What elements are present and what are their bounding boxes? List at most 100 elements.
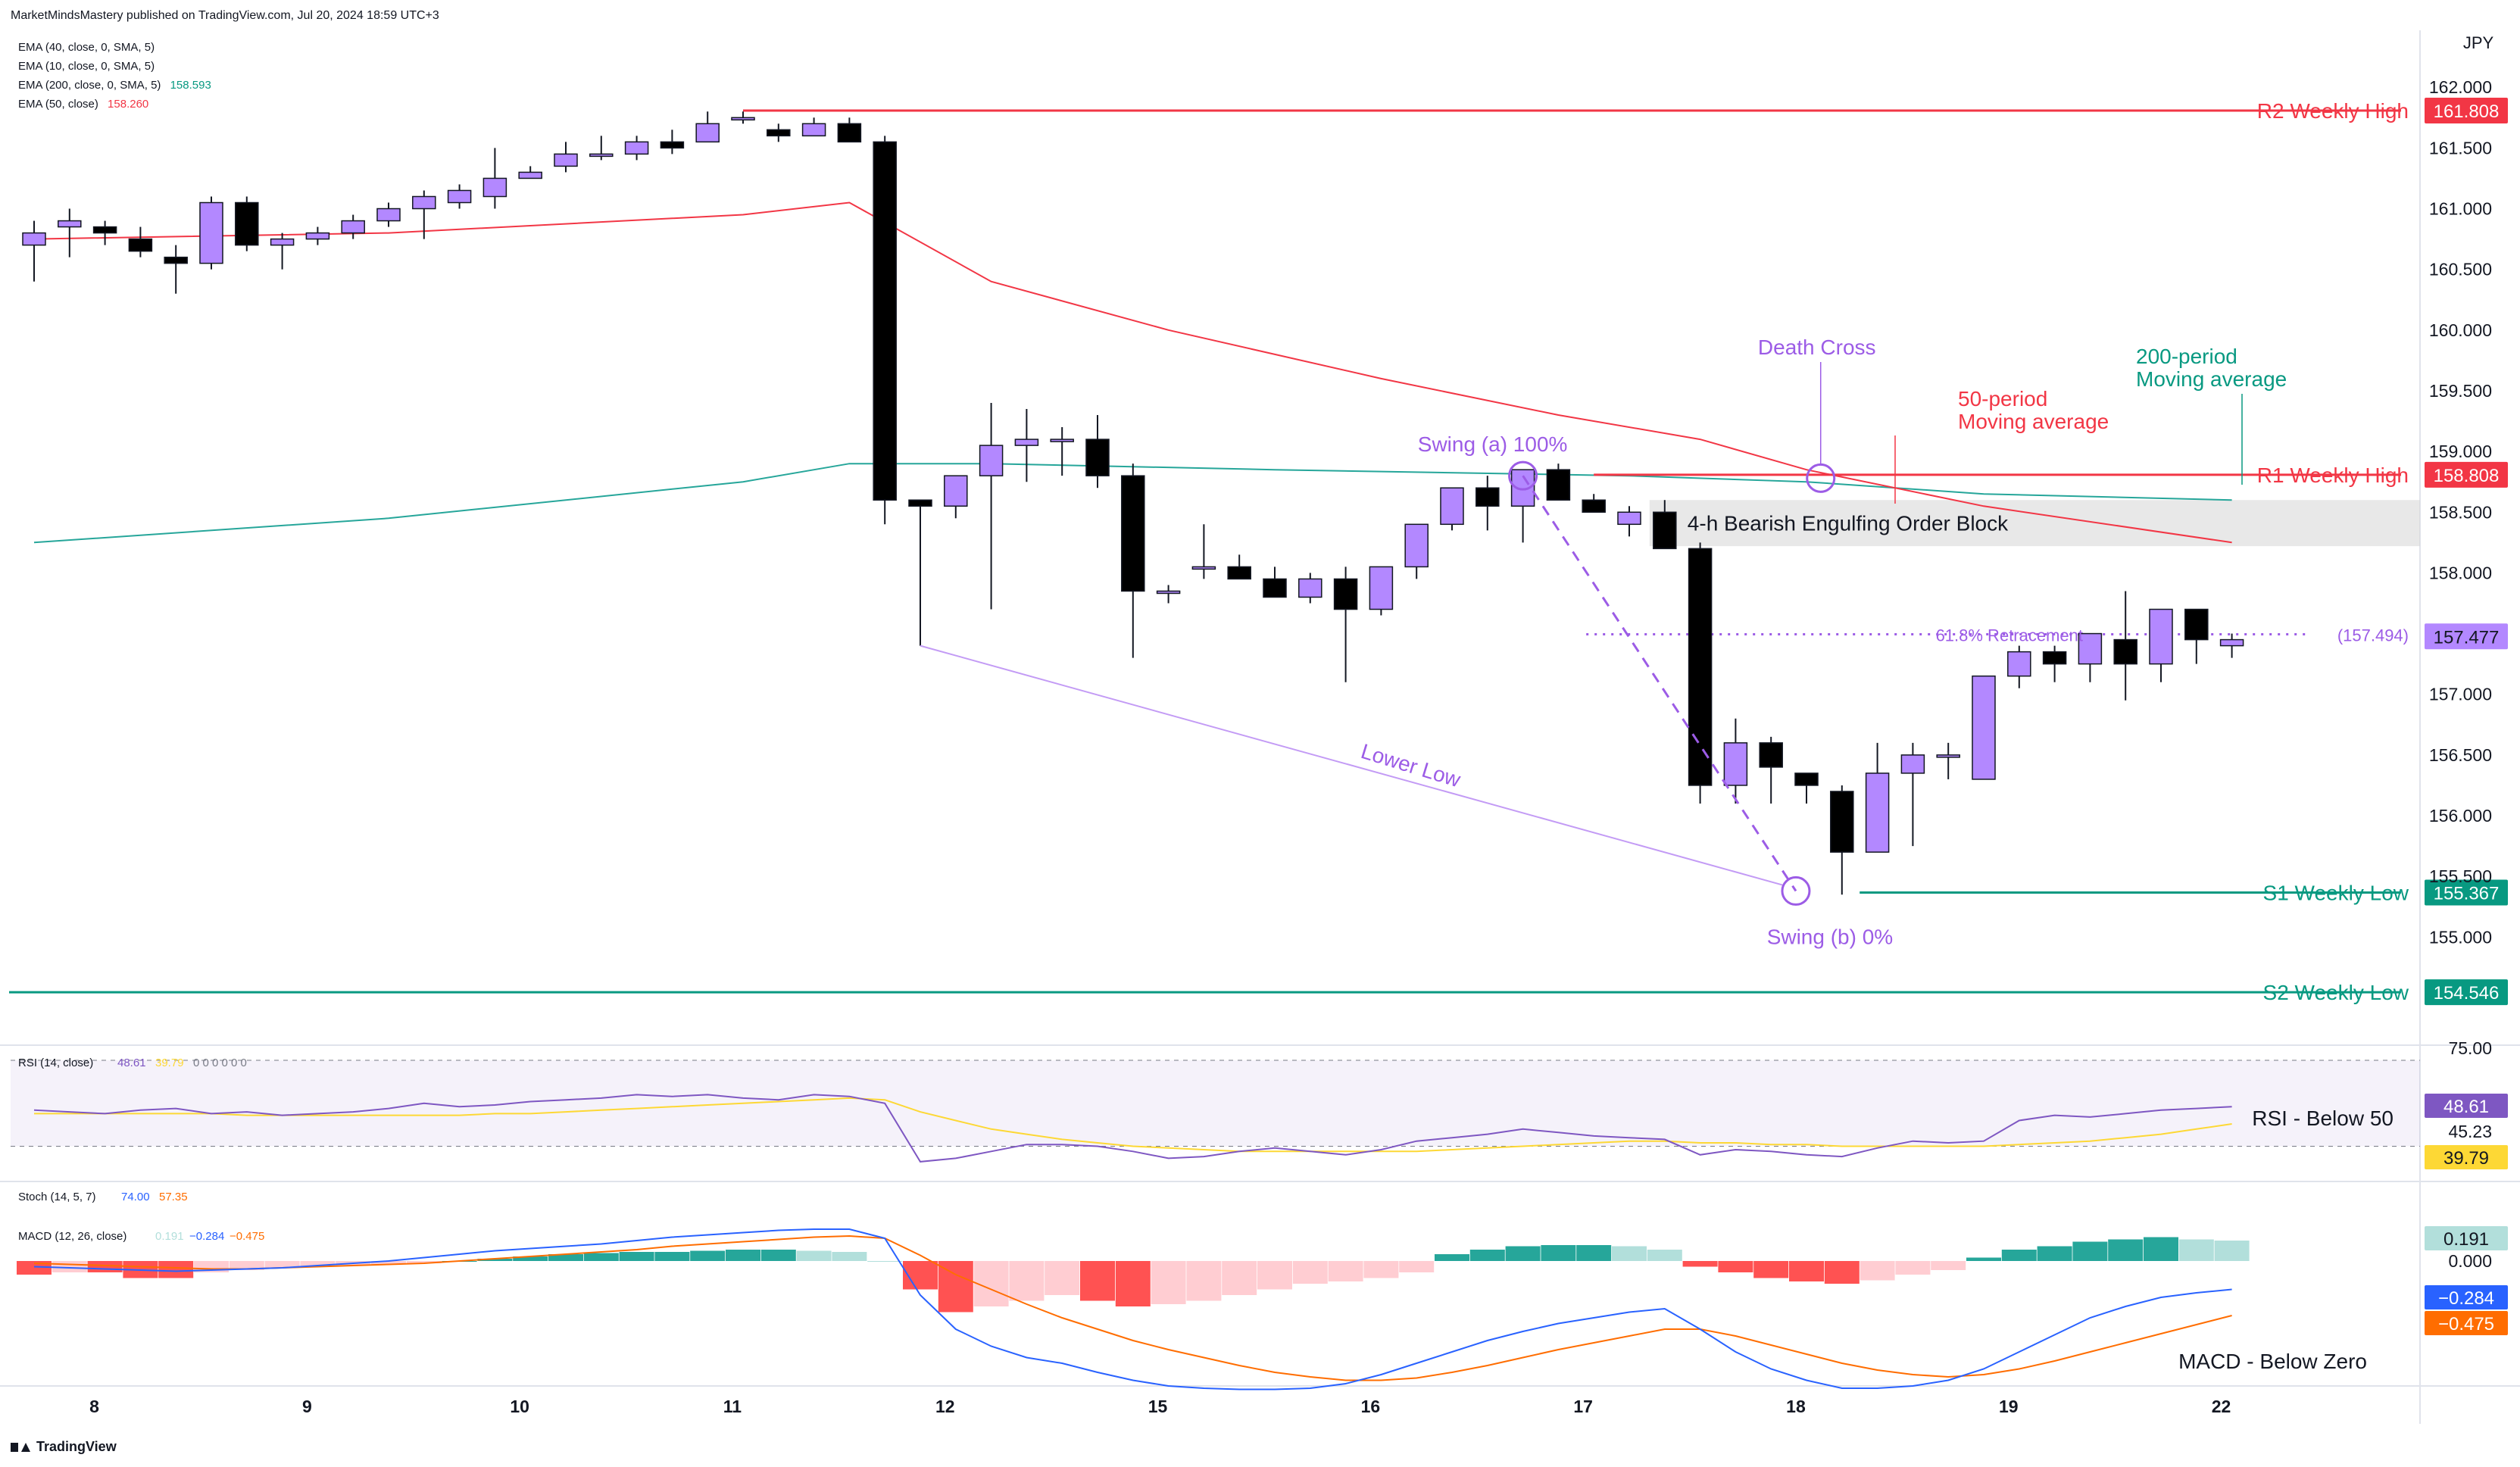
legend-ema-40[interactable]: EMA (40, close, 0, SMA, 5) [18,41,161,54]
macd-histogram-bar [2178,1239,2214,1261]
candle-body [2042,651,2067,665]
candle-body [1298,578,1322,598]
stoch-legend-k: 74.00 [121,1191,150,1203]
macd-histogram-bar [1257,1261,1292,1290]
candle-body [1900,754,1925,774]
price-axis-tick: 159.500 [2429,381,2492,401]
ema50-annotation: 50-period [1958,387,2047,410]
candle-body [2184,608,2209,641]
legend-ema-50-text: EMA (50, close) [18,98,98,111]
time-axis-tick: 10 [510,1397,529,1416]
macd-histogram-bar [1045,1261,1080,1295]
candle-body [554,153,578,167]
legend-ema-50[interactable]: EMA (50, close) 158.260 [18,98,155,111]
price-axis-tick: 155.000 [2429,927,2492,947]
candle-body [1794,773,1819,786]
candle-body [305,232,330,240]
rsi-ma-tag: 39.79 [2443,1148,2489,1169]
macd-histogram-bar [1860,1261,1895,1281]
candle-body [1227,566,1251,580]
candle-body [767,129,791,137]
rsi-line [33,1094,2232,1163]
legend-ema-200[interactable]: EMA (200, close, 0, SMA, 5) 158.593 [18,79,217,92]
legend-ema-10-text: EMA (10, close, 0, SMA, 5) [18,60,155,73]
macd-histogram-bar [548,1254,583,1261]
macd-legend-macd: −0.284 [189,1230,224,1243]
macd-histogram-bar [1647,1250,1682,1261]
rsi-axis-tick: 45.23 [2448,1122,2492,1141]
candle-body [341,220,365,234]
price-axis-tick: 161.500 [2429,138,2492,158]
ema50-annotation: Moving average [1958,410,2109,433]
candle-body [164,256,188,264]
candle-body [695,123,720,143]
legend-ema-200-text: EMA (200, close, 0, SMA, 5) [18,79,161,92]
macd-histogram-bar [2001,1250,2037,1261]
swing-connector [1522,475,1797,892]
stoch-legend-d: 57.35 [159,1191,188,1203]
ema200-annotation: Moving average [2136,367,2287,391]
death-cross-marker [1806,463,1836,493]
macd-histogram-bar [1186,1261,1222,1301]
candle-body [1936,754,1960,758]
currency-label[interactable]: JPY [2462,33,2494,52]
level-label: R1 Weekly High [2257,464,2409,487]
price-axis-tick: 160.500 [2429,260,2492,279]
macd-histogram-bar [973,1261,1009,1306]
macd-line-tag-bg [2425,1285,2508,1309]
candle-body [1582,499,1606,513]
time-axis-tick: 22 [2212,1397,2231,1416]
macd-histogram-bar [1080,1261,1115,1301]
stoch-legend-label: Stoch (14, 5, 7) [18,1191,96,1203]
candle-body [199,201,223,264]
swing-a-marker [1508,460,1538,491]
tradingview-logo[interactable]: TradingView [11,1439,117,1455]
rsi-value-tag-bg [2425,1094,2508,1118]
macd-histogram-bar [1718,1261,1753,1272]
candle-body [1830,791,1854,853]
level-label: S1 Weekly Low [2263,881,2409,904]
macd-histogram-bar [2072,1241,2108,1261]
candle-body [1546,469,1571,501]
candle-body [1653,511,1677,550]
swing-b-marker [1781,876,1811,906]
legend-ema-50-value: 158.260 [108,98,149,111]
price-axis-tick: 155.500 [2429,866,2492,886]
legend-ema-10[interactable]: EMA (10, close, 0, SMA, 5) [18,60,161,73]
macd-histogram-bar [1151,1261,1186,1304]
macd-histogram-bar [1505,1246,1541,1261]
candle-body [1972,675,1996,780]
price-axis-tick: 160.000 [2429,320,2492,340]
rsi-legend-label: RSI (14, close) [18,1057,93,1069]
macd-histogram-bar [832,1252,867,1261]
macd-hist-tag: 0.191 [2443,1229,2489,1250]
candle-body [447,189,472,204]
macd-histogram-bar [1931,1261,1966,1270]
rsi-ma-line [34,1097,2232,1153]
candle-body [1865,773,1890,853]
macd-histogram-bar [1895,1261,1931,1275]
macd-line-tag: −0.284 [2438,1288,2494,1309]
macd-histogram-bar [938,1261,973,1312]
price-tag-bg [2425,461,2508,488]
macd-axis-tick: 0.000 [2448,1251,2492,1271]
candle-body [873,141,897,501]
macd-histogram-bar [371,1261,406,1265]
current-price-tag-bg [2425,623,2508,650]
macd-histogram-bar [583,1253,619,1261]
candle-body [1617,511,1641,526]
macd-histogram-bar [2108,1239,2144,1261]
macd-histogram-bar [1115,1261,1151,1306]
price-axis-tick: 161.000 [2429,199,2492,219]
price-axis-tick: 159.000 [2429,442,2492,461]
macd-histogram-bar [867,1261,903,1262]
retracement-label: 61.8% Retracement [1936,626,2083,645]
price-tag-bg [2425,98,2508,123]
candle-body [731,117,755,121]
candle-body [1475,487,1500,507]
level-label: R2 Weekly High [2257,99,2409,123]
macd-histogram-bar [17,1261,52,1275]
candle-body [624,141,649,155]
rsi-legend-ma: 39.79 [155,1057,184,1069]
